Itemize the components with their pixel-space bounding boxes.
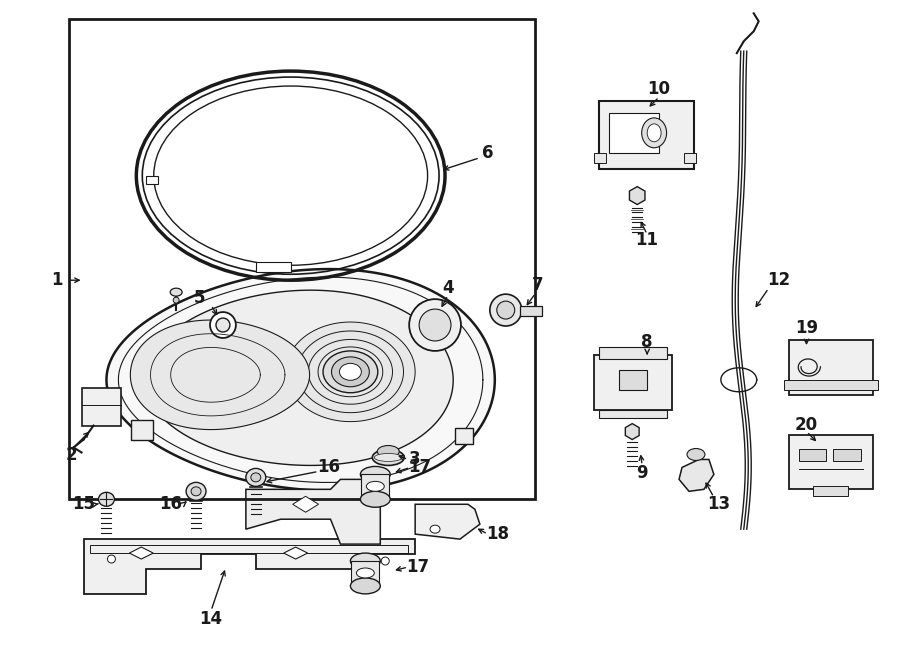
Bar — [362, 475, 390, 499]
Text: 15: 15 — [72, 495, 95, 514]
Bar — [256, 262, 291, 272]
Ellipse shape — [374, 453, 402, 461]
Ellipse shape — [350, 578, 381, 594]
Polygon shape — [284, 547, 308, 559]
Text: 12: 12 — [767, 271, 790, 290]
Ellipse shape — [410, 299, 461, 351]
Text: 17: 17 — [409, 459, 432, 477]
Polygon shape — [130, 320, 310, 430]
Text: 16: 16 — [159, 495, 183, 514]
Bar — [599, 410, 667, 418]
Text: 4: 4 — [442, 279, 454, 297]
Ellipse shape — [107, 555, 115, 563]
Text: 11: 11 — [635, 231, 659, 249]
Ellipse shape — [642, 118, 667, 148]
Ellipse shape — [210, 312, 236, 338]
Text: 10: 10 — [648, 80, 670, 98]
Ellipse shape — [350, 553, 381, 569]
Bar — [594, 355, 672, 410]
Text: 8: 8 — [642, 333, 652, 351]
Text: 13: 13 — [707, 495, 731, 514]
Ellipse shape — [98, 492, 114, 506]
Polygon shape — [318, 347, 382, 397]
Text: 6: 6 — [482, 143, 493, 162]
Bar — [68, 19, 535, 499]
Text: 1: 1 — [51, 271, 62, 290]
Bar — [147, 176, 158, 184]
Polygon shape — [285, 322, 415, 422]
Bar — [609, 113, 659, 153]
Ellipse shape — [382, 557, 390, 565]
Ellipse shape — [331, 357, 369, 387]
Bar — [594, 153, 607, 163]
Bar — [82, 388, 122, 426]
Bar — [599, 347, 667, 359]
Ellipse shape — [246, 469, 266, 486]
Text: 9: 9 — [636, 465, 648, 483]
Bar — [833, 449, 861, 461]
Polygon shape — [629, 186, 645, 204]
Ellipse shape — [490, 294, 522, 326]
Ellipse shape — [191, 487, 201, 496]
Polygon shape — [130, 547, 153, 559]
Bar — [599, 101, 694, 169]
Ellipse shape — [360, 467, 391, 483]
Bar — [788, 340, 873, 395]
Text: 16: 16 — [317, 459, 340, 477]
Polygon shape — [309, 340, 392, 404]
Ellipse shape — [687, 449, 705, 461]
Ellipse shape — [497, 301, 515, 319]
Ellipse shape — [417, 303, 428, 313]
Bar — [814, 486, 849, 496]
Text: 5: 5 — [194, 289, 205, 307]
Polygon shape — [292, 496, 319, 512]
Bar — [684, 153, 696, 163]
Ellipse shape — [251, 473, 261, 482]
Bar — [784, 380, 878, 390]
Bar — [351, 561, 379, 586]
Ellipse shape — [356, 568, 374, 578]
Text: 18: 18 — [486, 525, 509, 543]
Text: 14: 14 — [200, 610, 222, 628]
Text: 7: 7 — [532, 276, 544, 294]
Polygon shape — [84, 539, 415, 594]
Ellipse shape — [360, 491, 391, 507]
Polygon shape — [626, 424, 639, 440]
Ellipse shape — [430, 525, 440, 533]
Polygon shape — [297, 331, 403, 412]
Ellipse shape — [419, 309, 451, 341]
Ellipse shape — [173, 297, 179, 303]
Bar — [89, 545, 409, 553]
Ellipse shape — [323, 351, 378, 393]
Bar — [798, 449, 826, 461]
Text: 3: 3 — [410, 450, 421, 469]
Bar — [455, 428, 472, 444]
Ellipse shape — [377, 446, 400, 457]
Polygon shape — [327, 354, 374, 390]
Ellipse shape — [216, 318, 230, 332]
Bar — [619, 370, 647, 390]
Text: 20: 20 — [795, 416, 818, 434]
Ellipse shape — [339, 364, 362, 380]
Polygon shape — [679, 459, 714, 491]
Text: 19: 19 — [795, 319, 818, 337]
Text: 17: 17 — [407, 558, 429, 576]
Ellipse shape — [373, 449, 404, 465]
Polygon shape — [106, 269, 495, 490]
Polygon shape — [144, 290, 454, 465]
Bar — [788, 434, 873, 489]
Ellipse shape — [186, 483, 206, 500]
Polygon shape — [246, 479, 381, 544]
Bar — [131, 420, 153, 440]
Ellipse shape — [170, 288, 182, 296]
Ellipse shape — [366, 481, 384, 491]
Text: 2: 2 — [66, 446, 77, 465]
Polygon shape — [415, 504, 480, 539]
Bar — [519, 306, 542, 316]
Ellipse shape — [647, 124, 662, 142]
